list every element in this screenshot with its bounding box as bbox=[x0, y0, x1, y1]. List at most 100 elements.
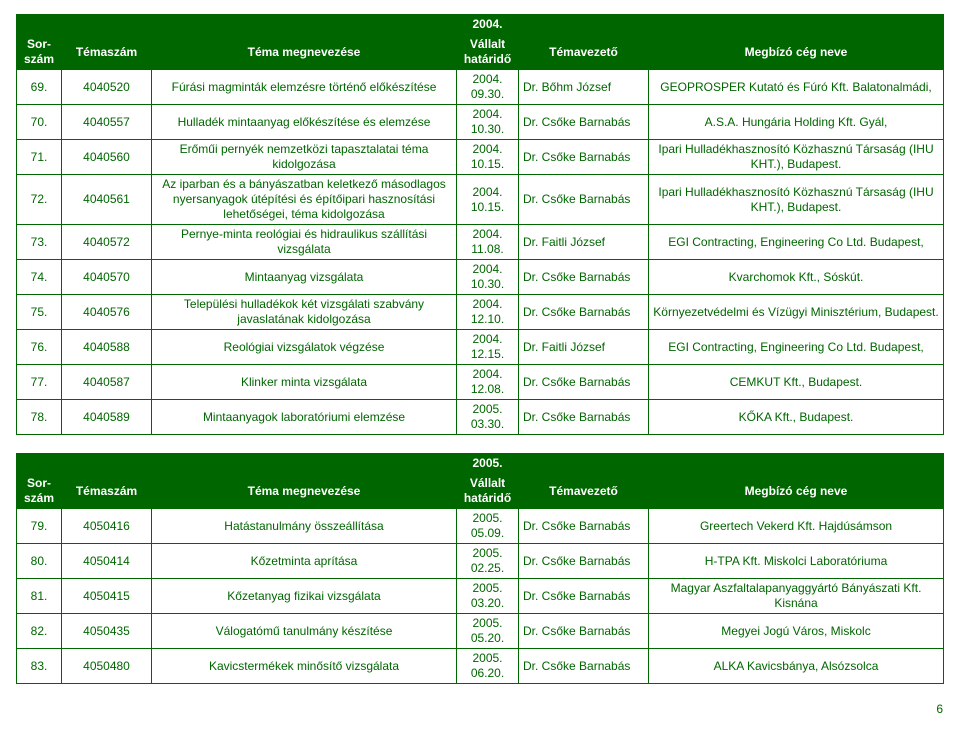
cell-ceg: GEOPROSPER Kutató és Fúró Kft. Balatonal… bbox=[649, 70, 944, 105]
cell-sorszam: 81. bbox=[17, 579, 62, 614]
cell-hatarido: 2004. 09.30. bbox=[457, 70, 519, 105]
cell-temaszam: 4050414 bbox=[62, 544, 152, 579]
table-header-year-row: 2004. bbox=[17, 15, 944, 35]
cell-megnevezes: Kőzetminta aprítása bbox=[152, 544, 457, 579]
header-megnevezes: Téma megnevezése bbox=[152, 474, 457, 509]
header-blank bbox=[519, 15, 649, 35]
cell-temavez: Dr. Csőke Barnabás bbox=[519, 365, 649, 400]
cell-hatarido: 2005. 03.20. bbox=[457, 579, 519, 614]
cell-temavez: Dr. Faitli József bbox=[519, 330, 649, 365]
cell-temavez: Dr. Csőke Barnabás bbox=[519, 260, 649, 295]
table-row: 75.4040576Települési hulladékok két vizs… bbox=[17, 295, 944, 330]
cell-megnevezes: Mintaanyag vizsgálata bbox=[152, 260, 457, 295]
table-row: 69.4040520Fúrási magminták elemzésre tör… bbox=[17, 70, 944, 105]
cell-hatarido: 2004. 12.08. bbox=[457, 365, 519, 400]
cell-temavez: Dr. Csőke Barnabás bbox=[519, 400, 649, 435]
cell-temaszam: 4050416 bbox=[62, 509, 152, 544]
cell-megnevezes: Válogatómű tanulmány készítése bbox=[152, 614, 457, 649]
header-year: 2005. bbox=[457, 454, 519, 474]
cell-temavez: Dr. Bőhm József bbox=[519, 70, 649, 105]
table-row: 72.4040561Az iparban és a bányászatban k… bbox=[17, 175, 944, 225]
header-temavez: Témavezető bbox=[519, 474, 649, 509]
cell-ceg: EGI Contracting, Engineering Co Ltd. Bud… bbox=[649, 330, 944, 365]
table-row: 81.4050415Kőzetanyag fizikai vizsgálata2… bbox=[17, 579, 944, 614]
cell-temaszam: 4040561 bbox=[62, 175, 152, 225]
projects-table-2005: 2005. Sor-szám Témaszám Téma megnevezése… bbox=[16, 453, 944, 684]
cell-ceg: Ipari Hulladékhasznosító Közhasznú Társa… bbox=[649, 140, 944, 175]
cell-hatarido: 2004. 11.08. bbox=[457, 225, 519, 260]
header-temaszam: Témaszám bbox=[62, 474, 152, 509]
table-header-row: Sor-szám Témaszám Téma megnevezése Válla… bbox=[17, 35, 944, 70]
table-header-row: Sor-szám Témaszám Téma megnevezése Válla… bbox=[17, 474, 944, 509]
cell-ceg: H-TPA Kft. Miskolci Laboratóriuma bbox=[649, 544, 944, 579]
cell-ceg: Környezetvédelmi és Vízügyi Minisztérium… bbox=[649, 295, 944, 330]
cell-temaszam: 4040572 bbox=[62, 225, 152, 260]
cell-temavez: Dr. Csőke Barnabás bbox=[519, 579, 649, 614]
header-blank bbox=[649, 454, 944, 474]
header-blank bbox=[17, 454, 62, 474]
cell-ceg: Greertech Vekerd Kft. Hajdúsámson bbox=[649, 509, 944, 544]
cell-hatarido: 2004. 12.15. bbox=[457, 330, 519, 365]
header-blank bbox=[649, 15, 944, 35]
table2-body: 79.4050416Hatástanulmány összeállítása20… bbox=[17, 509, 944, 684]
cell-temaszam: 4040588 bbox=[62, 330, 152, 365]
cell-hatarido: 2004. 10.15. bbox=[457, 175, 519, 225]
cell-megnevezes: Pernye-minta reológiai és hidraulikus sz… bbox=[152, 225, 457, 260]
header-blank bbox=[17, 15, 62, 35]
cell-temavez: Dr. Csőke Barnabás bbox=[519, 105, 649, 140]
cell-megnevezes: Mintaanyagok laboratóriumi elemzése bbox=[152, 400, 457, 435]
cell-temavez: Dr. Faitli József bbox=[519, 225, 649, 260]
header-temavez: Témavezető bbox=[519, 35, 649, 70]
cell-megnevezes: Települési hulladékok két vizsgálati sza… bbox=[152, 295, 457, 330]
cell-megnevezes: Kőzetanyag fizikai vizsgálata bbox=[152, 579, 457, 614]
cell-temaszam: 4040589 bbox=[62, 400, 152, 435]
table-row: 70.4040557Hulladék mintaanyag előkészíté… bbox=[17, 105, 944, 140]
cell-sorszam: 74. bbox=[17, 260, 62, 295]
cell-megnevezes: Erőműi pernyék nemzetközi tapasztalatai … bbox=[152, 140, 457, 175]
cell-sorszam: 70. bbox=[17, 105, 62, 140]
cell-sorszam: 69. bbox=[17, 70, 62, 105]
cell-megnevezes: Hulladék mintaanyag előkészítése és elem… bbox=[152, 105, 457, 140]
cell-temavez: Dr. Csőke Barnabás bbox=[519, 509, 649, 544]
cell-ceg: EGI Contracting, Engineering Co Ltd. Bud… bbox=[649, 225, 944, 260]
cell-ceg: Megyei Jogú Város, Miskolc bbox=[649, 614, 944, 649]
cell-sorszam: 77. bbox=[17, 365, 62, 400]
cell-temavez: Dr. Csőke Barnabás bbox=[519, 295, 649, 330]
cell-megnevezes: Az iparban és a bányászatban keletkező m… bbox=[152, 175, 457, 225]
cell-sorszam: 79. bbox=[17, 509, 62, 544]
cell-temaszam: 4040587 bbox=[62, 365, 152, 400]
table-row: 74.4040570Mintaanyag vizsgálata2004. 10.… bbox=[17, 260, 944, 295]
cell-ceg: Ipari Hulladékhasznosító Közhasznú Társa… bbox=[649, 175, 944, 225]
cell-sorszam: 80. bbox=[17, 544, 62, 579]
cell-hatarido: 2004. 10.30. bbox=[457, 105, 519, 140]
page-number: 6 bbox=[16, 702, 943, 716]
header-blank bbox=[519, 454, 649, 474]
cell-hatarido: 2005. 05.09. bbox=[457, 509, 519, 544]
table-row: 76.4040588Reológiai vizsgálatok végzése2… bbox=[17, 330, 944, 365]
header-ceg: Megbízó cég neve bbox=[649, 474, 944, 509]
header-sorszam: Sor-szám bbox=[17, 474, 62, 509]
cell-temavez: Dr. Csőke Barnabás bbox=[519, 614, 649, 649]
table-row: 71.4040560Erőműi pernyék nemzetközi tapa… bbox=[17, 140, 944, 175]
cell-sorszam: 82. bbox=[17, 614, 62, 649]
cell-sorszam: 72. bbox=[17, 175, 62, 225]
cell-hatarido: 2005. 05.20. bbox=[457, 614, 519, 649]
cell-hatarido: 2005. 03.30. bbox=[457, 400, 519, 435]
header-ceg: Megbízó cég neve bbox=[649, 35, 944, 70]
header-hatarido: Vállalt határidő bbox=[457, 35, 519, 70]
cell-temavez: Dr. Csőke Barnabás bbox=[519, 140, 649, 175]
cell-temaszam: 4040570 bbox=[62, 260, 152, 295]
cell-hatarido: 2004. 12.10. bbox=[457, 295, 519, 330]
header-blank bbox=[152, 454, 457, 474]
cell-temaszam: 4040520 bbox=[62, 70, 152, 105]
cell-temaszam: 4040576 bbox=[62, 295, 152, 330]
table1-body: 69.4040520Fúrási magminták elemzésre tör… bbox=[17, 70, 944, 435]
cell-ceg: A.S.A. Hungária Holding Kft. Gyál, bbox=[649, 105, 944, 140]
header-blank bbox=[62, 454, 152, 474]
cell-megnevezes: Fúrási magminták elemzésre történő előké… bbox=[152, 70, 457, 105]
header-blank bbox=[152, 15, 457, 35]
cell-temavez: Dr. Csőke Barnabás bbox=[519, 175, 649, 225]
cell-sorszam: 75. bbox=[17, 295, 62, 330]
cell-ceg: Kvarchomok Kft., Sóskút. bbox=[649, 260, 944, 295]
header-blank bbox=[62, 15, 152, 35]
